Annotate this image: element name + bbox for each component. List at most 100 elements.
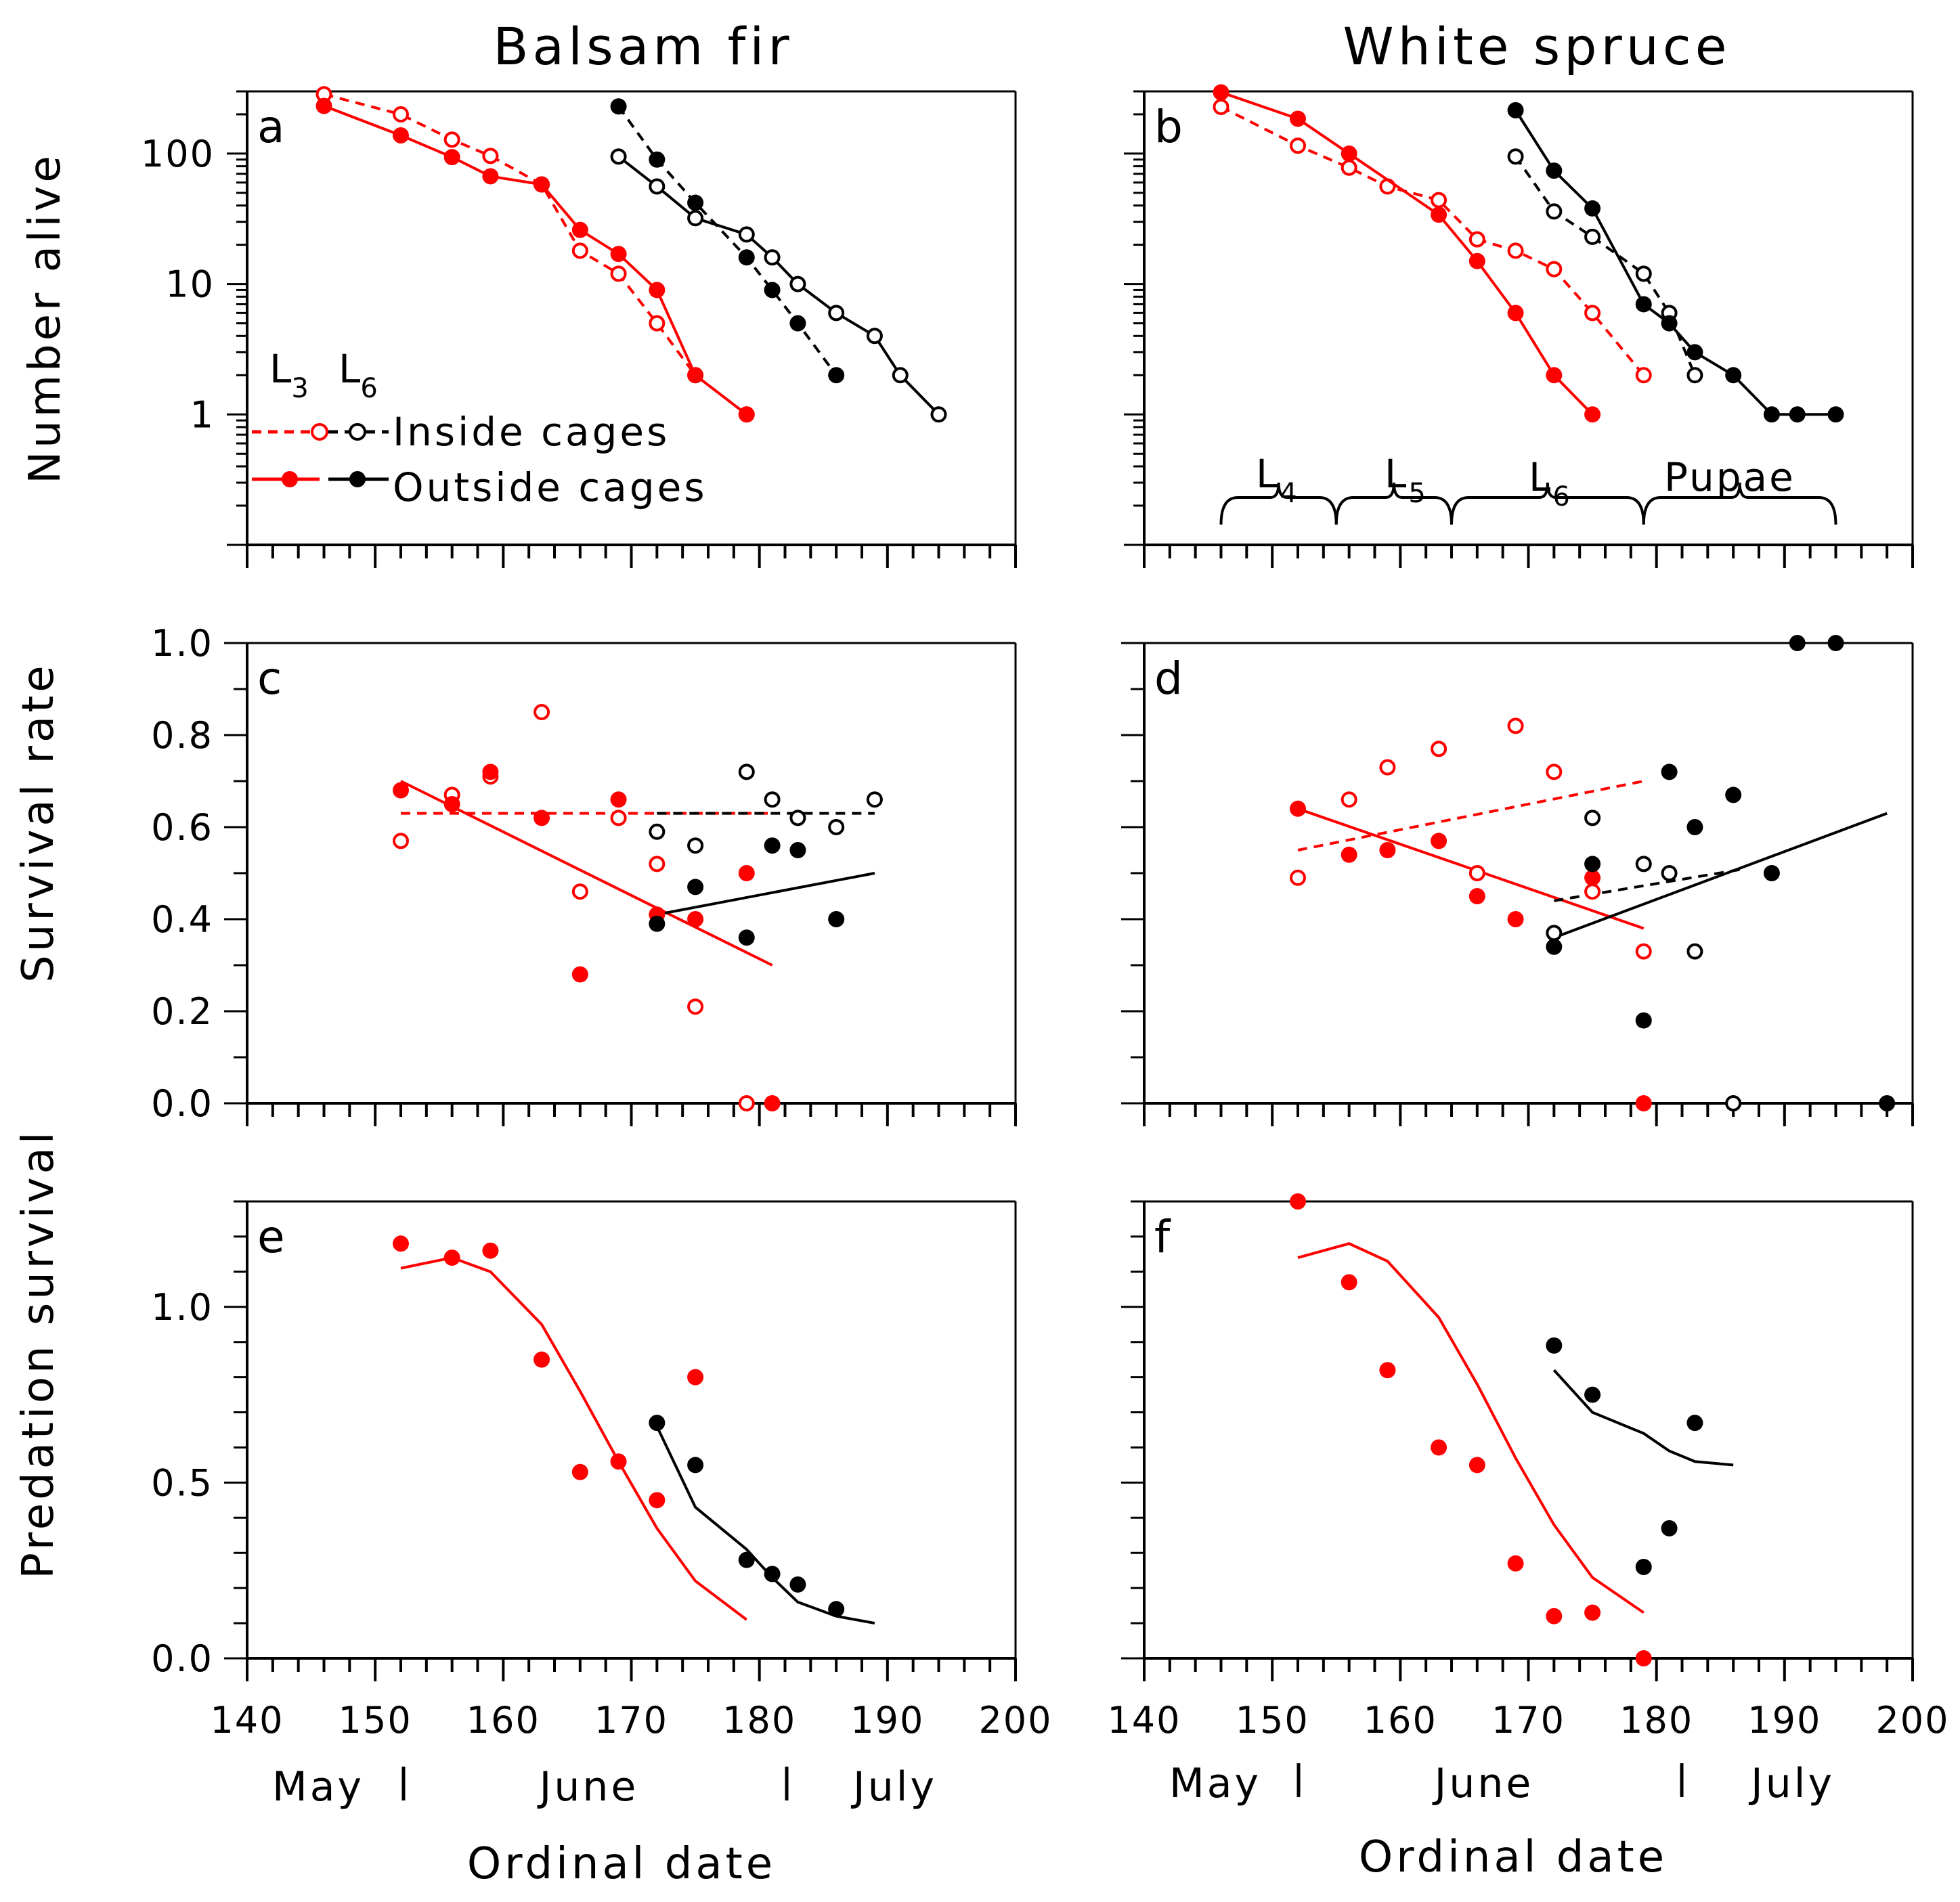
data-point [1661, 764, 1678, 780]
panel-letter: f [1154, 1211, 1171, 1263]
panel-d: d [1121, 635, 1914, 1126]
x-tick-label: 190 [850, 1699, 924, 1742]
stage-bracket [1334, 482, 1453, 525]
data-point [1507, 102, 1524, 118]
data-point [1341, 159, 1357, 176]
y-tick-label: 1.0 [151, 1286, 213, 1329]
month-june-left: June [537, 1763, 639, 1811]
data-point [571, 221, 588, 238]
data-point [443, 1249, 460, 1266]
data-point [1635, 856, 1652, 872]
data-point [764, 249, 781, 266]
data-point [1290, 800, 1306, 817]
panel-c: 0.0 0.2 0.4 0.6 0.8 1.0 c [151, 622, 1017, 1126]
fit-line [400, 1256, 747, 1621]
data-point [533, 810, 550, 826]
series-line [1514, 109, 1836, 416]
plot-layer: 1 10 100 a b 0.0 0.2 0.4 0.6 0.8 1.0 c d 140 150 160 170… [141, 84, 1949, 1742]
data-point [393, 127, 409, 143]
data-point [649, 178, 666, 195]
y-tick-label: 10 [165, 263, 215, 306]
data-point [649, 151, 666, 168]
data-point [738, 1551, 755, 1568]
x-tick-label: 140 [210, 1699, 284, 1742]
data-point [1213, 84, 1229, 101]
x-tick-label: 150 [1236, 1699, 1309, 1742]
y-tick-label: 0.2 [151, 990, 213, 1033]
month-july-left: July [850, 1763, 937, 1811]
data-point [1584, 1386, 1601, 1403]
panel-letter: b [1154, 101, 1183, 153]
panel-b: b [1124, 84, 1914, 568]
data-point [738, 226, 755, 243]
data-point [482, 1242, 499, 1259]
panel-e: 140 150 160 170 180 190 200 0.0 0.5 1.0 e [151, 1200, 1051, 1742]
data-point [1763, 865, 1780, 881]
y-tick-label: 100 [141, 133, 215, 175]
y-label-number-alive: Number alive [20, 152, 70, 483]
data-point [1546, 261, 1563, 278]
data-point [443, 149, 460, 166]
data-point [789, 842, 806, 858]
data-point [1507, 717, 1524, 734]
data-point [1379, 842, 1396, 858]
data-point [610, 246, 627, 263]
stage-label-l4: L4 [1256, 451, 1299, 509]
data-point [1341, 145, 1357, 162]
fit-line [656, 872, 875, 916]
month-july-right: July [1748, 1760, 1835, 1807]
data-point [738, 865, 755, 881]
data-point [866, 328, 883, 345]
data-point [1635, 1095, 1652, 1111]
data-point [1725, 1095, 1742, 1111]
data-point [571, 966, 588, 983]
x-tick-label: 200 [1875, 1699, 1949, 1742]
fit-line [1553, 812, 1888, 939]
panel-f: 140 150 160 170 180 190 200 f [1107, 1193, 1949, 1742]
stage-bracket [1642, 482, 1837, 525]
series-line [617, 155, 940, 416]
data-point [1213, 98, 1229, 115]
stage-label-l5: L5 [1385, 451, 1428, 509]
data-point [315, 97, 332, 114]
x-tick-label: 190 [1747, 1699, 1821, 1742]
y-label-predation-survival: Predation survival [14, 1128, 64, 1578]
data-point [828, 1601, 845, 1618]
series-line [1514, 156, 1697, 376]
data-point [610, 1453, 627, 1470]
fit-line [1554, 867, 1747, 902]
title-balsam-fir: Balsam fir [493, 16, 793, 76]
legend-inside-l3-marker [311, 423, 328, 441]
data-point [687, 194, 704, 211]
x-tick-label: 180 [722, 1699, 796, 1742]
data-point [610, 265, 627, 282]
data-point [1635, 367, 1652, 384]
data-point [1725, 367, 1742, 384]
data-point [789, 275, 806, 292]
data-point [1686, 1415, 1703, 1432]
fit-line [400, 780, 773, 967]
x-tick-label: 150 [339, 1699, 412, 1742]
data-point [1507, 1555, 1524, 1572]
data-point [610, 791, 627, 808]
data-point [1546, 925, 1563, 942]
data-point [1584, 883, 1601, 900]
data-point [1635, 943, 1652, 960]
stage-bracket [1219, 482, 1338, 525]
data-point [1431, 192, 1447, 208]
data-point [1686, 344, 1703, 361]
data-point [1584, 406, 1601, 423]
data-point [1584, 810, 1601, 826]
data-point [1341, 846, 1357, 863]
data-point [1290, 869, 1306, 886]
data-point [1507, 242, 1524, 259]
data-point [1789, 406, 1806, 423]
stage-bracket [1450, 482, 1645, 525]
data-point [1546, 1608, 1563, 1624]
data-point [1789, 635, 1806, 651]
data-point [789, 810, 806, 826]
data-point [1686, 367, 1703, 384]
data-point [1290, 137, 1306, 154]
data-point [1341, 791, 1357, 808]
y-label-survival-rate: Survival rate [14, 662, 64, 982]
